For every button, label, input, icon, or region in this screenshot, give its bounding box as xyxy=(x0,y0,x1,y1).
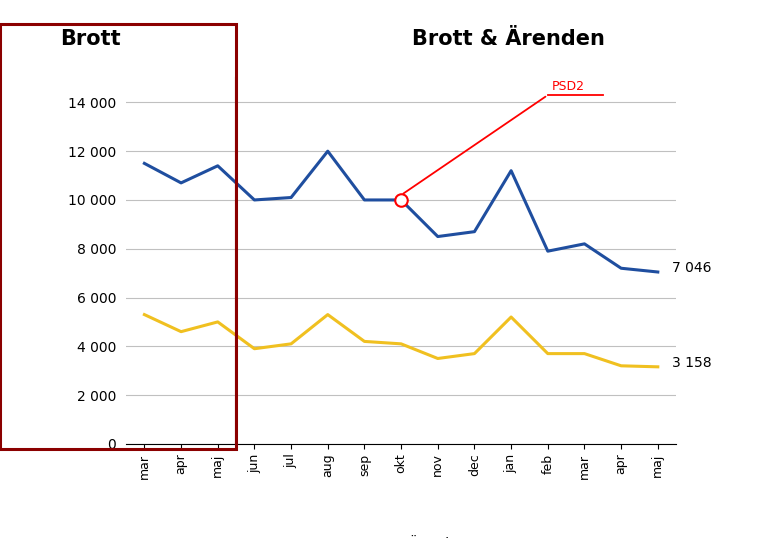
Text: PSD2: PSD2 xyxy=(552,80,584,93)
Text: 3 158: 3 158 xyxy=(672,356,712,370)
Legend: Brott, Ärenden: Brott, Ärenden xyxy=(270,532,473,538)
Text: Brott & Ärenden: Brott & Ärenden xyxy=(412,29,605,49)
Text: 7 046: 7 046 xyxy=(672,261,712,275)
Text: Brott: Brott xyxy=(60,29,121,49)
